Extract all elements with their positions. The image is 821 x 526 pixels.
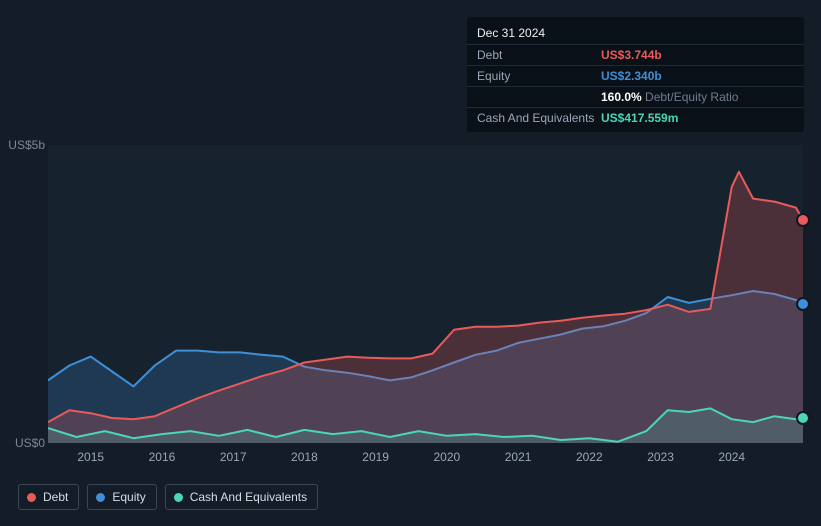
legend-label: Equity [112,490,145,504]
y-tick-label: US$0 [0,436,45,450]
chart-svg [48,145,803,443]
x-tick-label: 2024 [718,450,745,464]
x-tick-label: 2022 [576,450,603,464]
legend-item[interactable]: Debt [18,484,79,510]
x-tick-label: 2016 [149,450,176,464]
tooltip-row: Cash And EquivalentsUS$417.559m [467,108,804,128]
legend: Debt Equity Cash And Equivalents [18,484,318,510]
tooltip-row: 160.0% Debt/Equity Ratio [467,87,804,108]
x-tick-label: 2017 [220,450,247,464]
x-tick-label: 2015 [77,450,104,464]
legend-label: Debt [43,490,68,504]
equity-end-marker [796,297,810,311]
tooltip-label [477,90,601,104]
legend-label: Cash And Equivalents [190,490,307,504]
x-tick-label: 2018 [291,450,318,464]
plot-area[interactable] [48,145,803,443]
cash-end-marker [796,411,810,425]
tooltip-panel: Dec 31 2024 DebtUS$3.744bEquityUS$2.340b… [467,17,804,132]
chart-container: Dec 31 2024 DebtUS$3.744bEquityUS$2.340b… [0,0,821,526]
tooltip-label: Equity [477,69,601,83]
tooltip-value: 160.0% Debt/Equity Ratio [601,90,794,104]
debt-end-marker [796,213,810,227]
legend-dot-icon [174,493,183,502]
tooltip-row: DebtUS$3.744b [467,45,804,66]
legend-dot-icon [27,493,36,502]
tooltip-label: Cash And Equivalents [477,111,601,125]
x-tick-label: 2023 [647,450,674,464]
tooltip-value: US$3.744b [601,48,794,62]
tooltip-date: Dec 31 2024 [467,21,804,45]
x-tick-label: 2019 [362,450,389,464]
tooltip-value: US$417.559m [601,111,794,125]
tooltip-value: US$2.340b [601,69,794,83]
x-tick-label: 2020 [434,450,461,464]
legend-dot-icon [96,493,105,502]
legend-item[interactable]: Cash And Equivalents [165,484,318,510]
legend-item[interactable]: Equity [87,484,156,510]
x-tick-label: 2021 [505,450,532,464]
tooltip-row: EquityUS$2.340b [467,66,804,87]
tooltip-label: Debt [477,48,601,62]
y-tick-label: US$5b [0,138,45,152]
